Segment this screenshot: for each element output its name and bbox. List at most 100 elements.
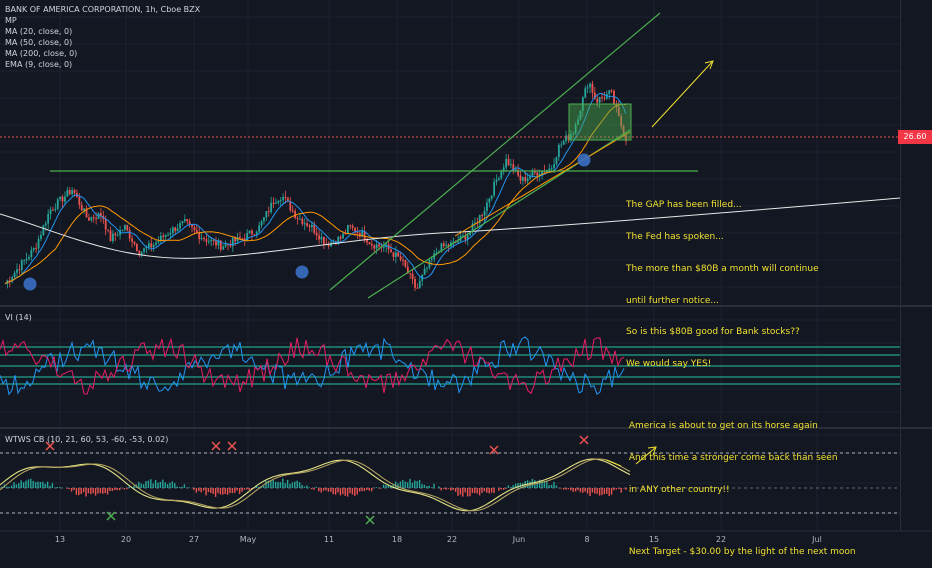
candle-body (318, 235, 320, 239)
candle-body (500, 170, 502, 178)
marker-circle (578, 154, 591, 167)
candle-body (83, 208, 85, 210)
time-axis[interactable]: 13 20 27 May 11 18 22 Jun 8 15 22 Jul (0, 531, 900, 550)
candle-body (498, 178, 500, 180)
candle-body (174, 227, 176, 231)
candle-body (162, 236, 164, 237)
x-tick-label: 11 (324, 535, 334, 544)
candle-body (88, 218, 90, 221)
marker-circle (296, 266, 309, 279)
candle-body (134, 242, 136, 244)
candle-body (496, 180, 498, 182)
x-tick-label: 22 (716, 535, 726, 544)
candle-body (560, 145, 562, 146)
candle-body (270, 203, 272, 212)
candle-body (167, 234, 169, 235)
candle-body (457, 241, 459, 242)
candle-body (493, 182, 495, 196)
note-line: in ANY other country!! (626, 485, 856, 496)
candle-body (604, 98, 606, 99)
candle-body (601, 97, 603, 98)
candle-body (45, 224, 47, 226)
candle-body (30, 250, 32, 257)
note-line: The more than $80B a month will continue (626, 264, 856, 275)
candle-body (551, 168, 553, 169)
candle-body (280, 200, 282, 201)
candle-body (198, 233, 200, 239)
candle-body (400, 256, 402, 259)
candle-body (311, 225, 313, 227)
candle-body (289, 201, 291, 210)
candle-body (81, 205, 83, 211)
candle-body (397, 252, 399, 256)
candle-body (62, 197, 64, 202)
note-line: The Fed has spoken... (626, 232, 856, 243)
candle-body (203, 238, 205, 239)
candle-body (481, 215, 483, 216)
candle-body (371, 244, 373, 246)
candle-body (285, 197, 287, 198)
candle-body (414, 279, 416, 288)
note-line: So is this $80B good for Bank stocks?? (626, 327, 856, 338)
note-line: We would say YES! (626, 359, 856, 370)
candle-body (292, 210, 294, 211)
candle-body (208, 241, 210, 242)
vi-pane-label[interactable]: VI (14) (5, 313, 32, 322)
candle-body (402, 260, 404, 261)
note-line: The GAP has been filled... (626, 200, 856, 211)
candle-body (599, 97, 601, 103)
candle-body (611, 90, 613, 91)
legend-ma50[interactable]: MA (50, close, 0) (5, 37, 200, 48)
candle-body (251, 231, 253, 235)
candle-body (78, 197, 80, 205)
candle-body (378, 244, 380, 246)
candle-body (424, 269, 426, 275)
candle-body (258, 225, 260, 231)
candle-body (158, 241, 160, 243)
candle-body (179, 223, 181, 229)
candle-body (412, 274, 414, 279)
candle-body (383, 247, 385, 248)
candle-body (373, 246, 375, 249)
legend-mp[interactable]: MP (5, 15, 200, 26)
candle-body (323, 237, 325, 244)
candle-body (563, 141, 565, 145)
candle-body (21, 260, 23, 270)
note-line: until further notice... (626, 296, 856, 307)
legend-ma200[interactable]: MA (200, close, 0) (5, 48, 200, 59)
candle-body (263, 217, 265, 221)
wtws-pane-label[interactable]: WTWS CB (10, 21, 60, 53, -60, -53, 0.02) (5, 435, 168, 444)
candle-body (110, 230, 112, 241)
candle-body (129, 230, 131, 238)
price-axis[interactable] (900, 0, 932, 531)
candle-body (196, 230, 198, 233)
candle-body (261, 221, 263, 225)
last-price-tag: 26.60 (898, 130, 932, 144)
candle-body (342, 234, 344, 239)
candle-body (376, 244, 378, 248)
candle-body (64, 197, 66, 202)
legend-ema9[interactable]: EMA (9, close, 0) (5, 59, 200, 70)
candle-body (253, 234, 255, 235)
indicator-legend: BANK OF AMERICA CORPORATION, 1h, Cboe BZ… (5, 4, 200, 70)
candle-body (172, 227, 174, 233)
candle-body (419, 281, 421, 288)
candle-body (275, 203, 277, 204)
candle-body (265, 211, 267, 217)
candle-body (126, 225, 128, 230)
candle-body (222, 247, 224, 250)
candle-body (277, 201, 279, 203)
candle-body (395, 252, 397, 257)
legend-ma20[interactable]: MA (20, close, 0) (5, 26, 200, 37)
candle-body (18, 269, 20, 270)
candle-body (505, 159, 507, 168)
x-tick-label: 8 (584, 535, 589, 544)
candle-body (486, 203, 488, 211)
candle-body (390, 249, 392, 252)
candle-body (16, 269, 18, 272)
x-tick-label: May (240, 535, 257, 544)
candle-body (23, 260, 25, 261)
candle-body (352, 226, 354, 228)
candle-body (225, 244, 227, 247)
candle-body (69, 190, 71, 194)
